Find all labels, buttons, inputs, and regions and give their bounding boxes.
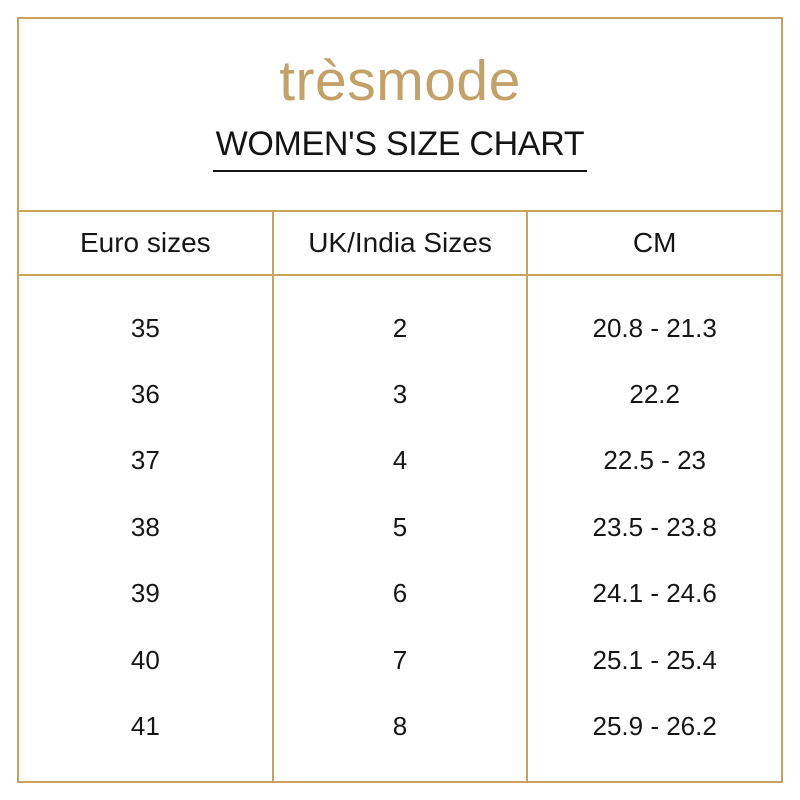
table-cell: 40 bbox=[130, 644, 160, 675]
table-cell: 25.1 - 25.4 bbox=[592, 644, 717, 675]
table-cell: 41 bbox=[130, 711, 160, 742]
table-cell: 6 bbox=[392, 578, 408, 609]
brand-logo: trèsmode bbox=[279, 49, 521, 113]
table-cell: 35 bbox=[130, 312, 160, 343]
chart-header-section: trèsmode WOMEN'S SIZE CHART bbox=[19, 19, 781, 210]
table-cell: 36 bbox=[130, 379, 160, 410]
column-cm: 20.8 - 21.3 22.2 22.5 - 23 23.5 - 23.8 2… bbox=[526, 276, 781, 781]
table-cell: 38 bbox=[130, 511, 160, 542]
table-cell: 37 bbox=[130, 445, 160, 476]
table-cell: 22.5 - 23 bbox=[603, 445, 706, 476]
table-cell: 22.2 bbox=[629, 379, 680, 410]
table-cell: 2 bbox=[392, 312, 408, 343]
table-cell: 20.8 - 21.3 bbox=[592, 312, 717, 343]
table-cell: 24.1 - 24.6 bbox=[592, 578, 717, 609]
table-cell: 25.9 - 26.2 bbox=[592, 711, 717, 742]
header-cell-uk-india-sizes: UK/India Sizes bbox=[271, 212, 527, 274]
page-title: WOMEN'S SIZE CHART bbox=[212, 125, 588, 173]
header-cell-cm: CM bbox=[526, 212, 781, 274]
table-cell: 5 bbox=[392, 511, 408, 542]
table-cell: 3 bbox=[392, 379, 408, 410]
table-cell: 23.5 - 23.8 bbox=[592, 511, 717, 542]
table-cell: 8 bbox=[392, 711, 408, 742]
column-euro-sizes: 35 36 37 38 39 40 41 bbox=[19, 276, 272, 781]
size-chart-frame: trèsmode WOMEN'S SIZE CHART Euro sizes U… bbox=[17, 17, 783, 783]
table-body: 35 36 37 38 39 40 41 2 3 4 5 6 7 8 20.8 … bbox=[19, 276, 781, 781]
header-cell-euro-sizes: Euro sizes bbox=[79, 227, 211, 258]
table-cell: 39 bbox=[130, 578, 160, 609]
table-cell: 7 bbox=[392, 644, 408, 675]
column-uk-india-sizes: 2 3 4 5 6 7 8 bbox=[271, 276, 527, 781]
table-header-row: Euro sizes UK/India Sizes CM bbox=[19, 210, 781, 276]
table-cell: 4 bbox=[392, 445, 408, 476]
